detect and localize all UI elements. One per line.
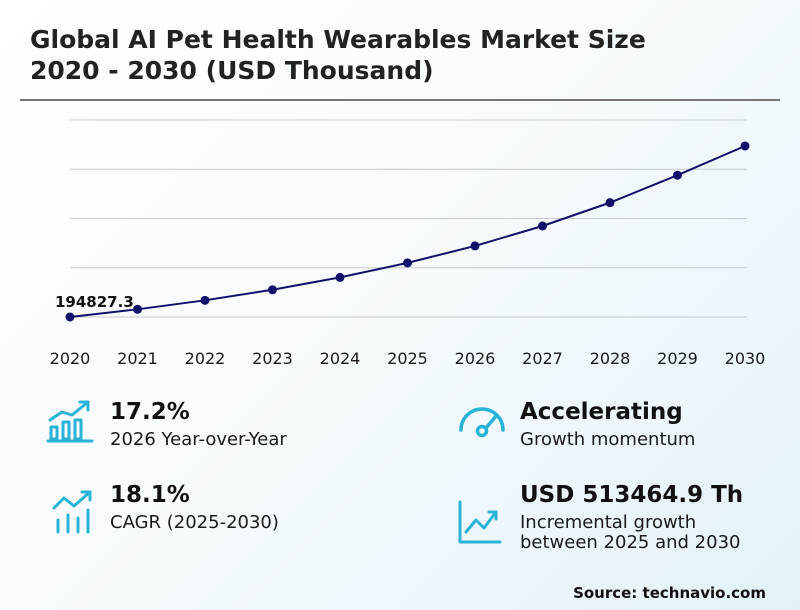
data-point-2024 — [335, 272, 345, 282]
kpi-cagr-value: 18.1% — [110, 482, 190, 508]
kpi-momentum-value: Accelerating — [520, 399, 683, 425]
chart-trend-icon — [458, 500, 502, 544]
title-line-2: 2020 - 2030 (USD Thousand) — [30, 56, 434, 85]
kpi-incremental-label-line1: Incremental growth — [520, 512, 697, 533]
data-point-2025 — [403, 258, 412, 268]
x-tick-label: 2020 — [50, 349, 91, 368]
x-tick-label: 2022 — [185, 349, 226, 368]
title-divider — [20, 99, 780, 101]
data-label: 194827.3 — [55, 293, 134, 311]
data-point-2029 — [673, 170, 682, 180]
bar-growth-icon — [46, 400, 94, 443]
x-tick-label: 2023 — [252, 349, 293, 368]
kpi-momentum-label: Growth momentum — [520, 429, 696, 450]
data-point-2023 — [268, 285, 277, 295]
data-point-2021 — [133, 304, 142, 314]
gauge-icon — [459, 407, 505, 438]
kpi-incremental-label-line2: between 2025 and 2030 — [520, 532, 741, 553]
kpi-cagr-label: CAGR (2025-2030) — [110, 512, 279, 533]
kpi-incremental: USD 513464.9 Th Incremental growth betwe… — [520, 481, 743, 553]
kpi-yoy: 17.2% 2026 Year-over-Year — [110, 398, 287, 450]
kpi-yoy-value: 17.2% — [110, 399, 190, 425]
kpi-momentum: Accelerating Growth momentum — [520, 398, 695, 450]
data-point-2028 — [605, 198, 615, 208]
data-point-2026 — [470, 241, 480, 251]
chart-title: Global AI Pet Health Wearables Market Si… — [30, 24, 770, 86]
x-tick-label: 2026 — [455, 349, 496, 368]
source-note: Source: technavio.com — [573, 584, 766, 602]
kpi-yoy-label: 2026 Year-over-Year — [110, 429, 287, 450]
data-point-2022 — [200, 295, 210, 305]
x-tick-label: 2028 — [590, 349, 631, 368]
line-chart: 2020 2021 2022 2023 2024 2025 2026 2027 2028 2029… — [50, 119, 766, 368]
x-tick-label: 2027 — [522, 349, 563, 368]
kpi-cagr: 18.1% CAGR (2025-2030) — [110, 481, 279, 533]
kpi-incremental-value: USD 513464.9 Th — [520, 482, 744, 508]
x-tick-label: 2029 — [657, 349, 698, 368]
trend-bars-icon — [52, 490, 92, 534]
x-tick-label: 2021 — [117, 349, 158, 368]
series-line — [69, 145, 746, 318]
x-tick-label: 2025 — [387, 349, 428, 368]
data-point-2020 — [65, 312, 75, 322]
kpi-incremental-label: Incremental growth between 2025 and 2030 — [520, 513, 743, 553]
data-point-2030 — [740, 141, 750, 151]
title-line-1: Global AI Pet Health Wearables Market Si… — [30, 25, 646, 54]
x-tick-label: 2030 — [725, 349, 766, 368]
x-tick-label: 2024 — [320, 349, 361, 368]
data-point-2027 — [538, 221, 547, 231]
